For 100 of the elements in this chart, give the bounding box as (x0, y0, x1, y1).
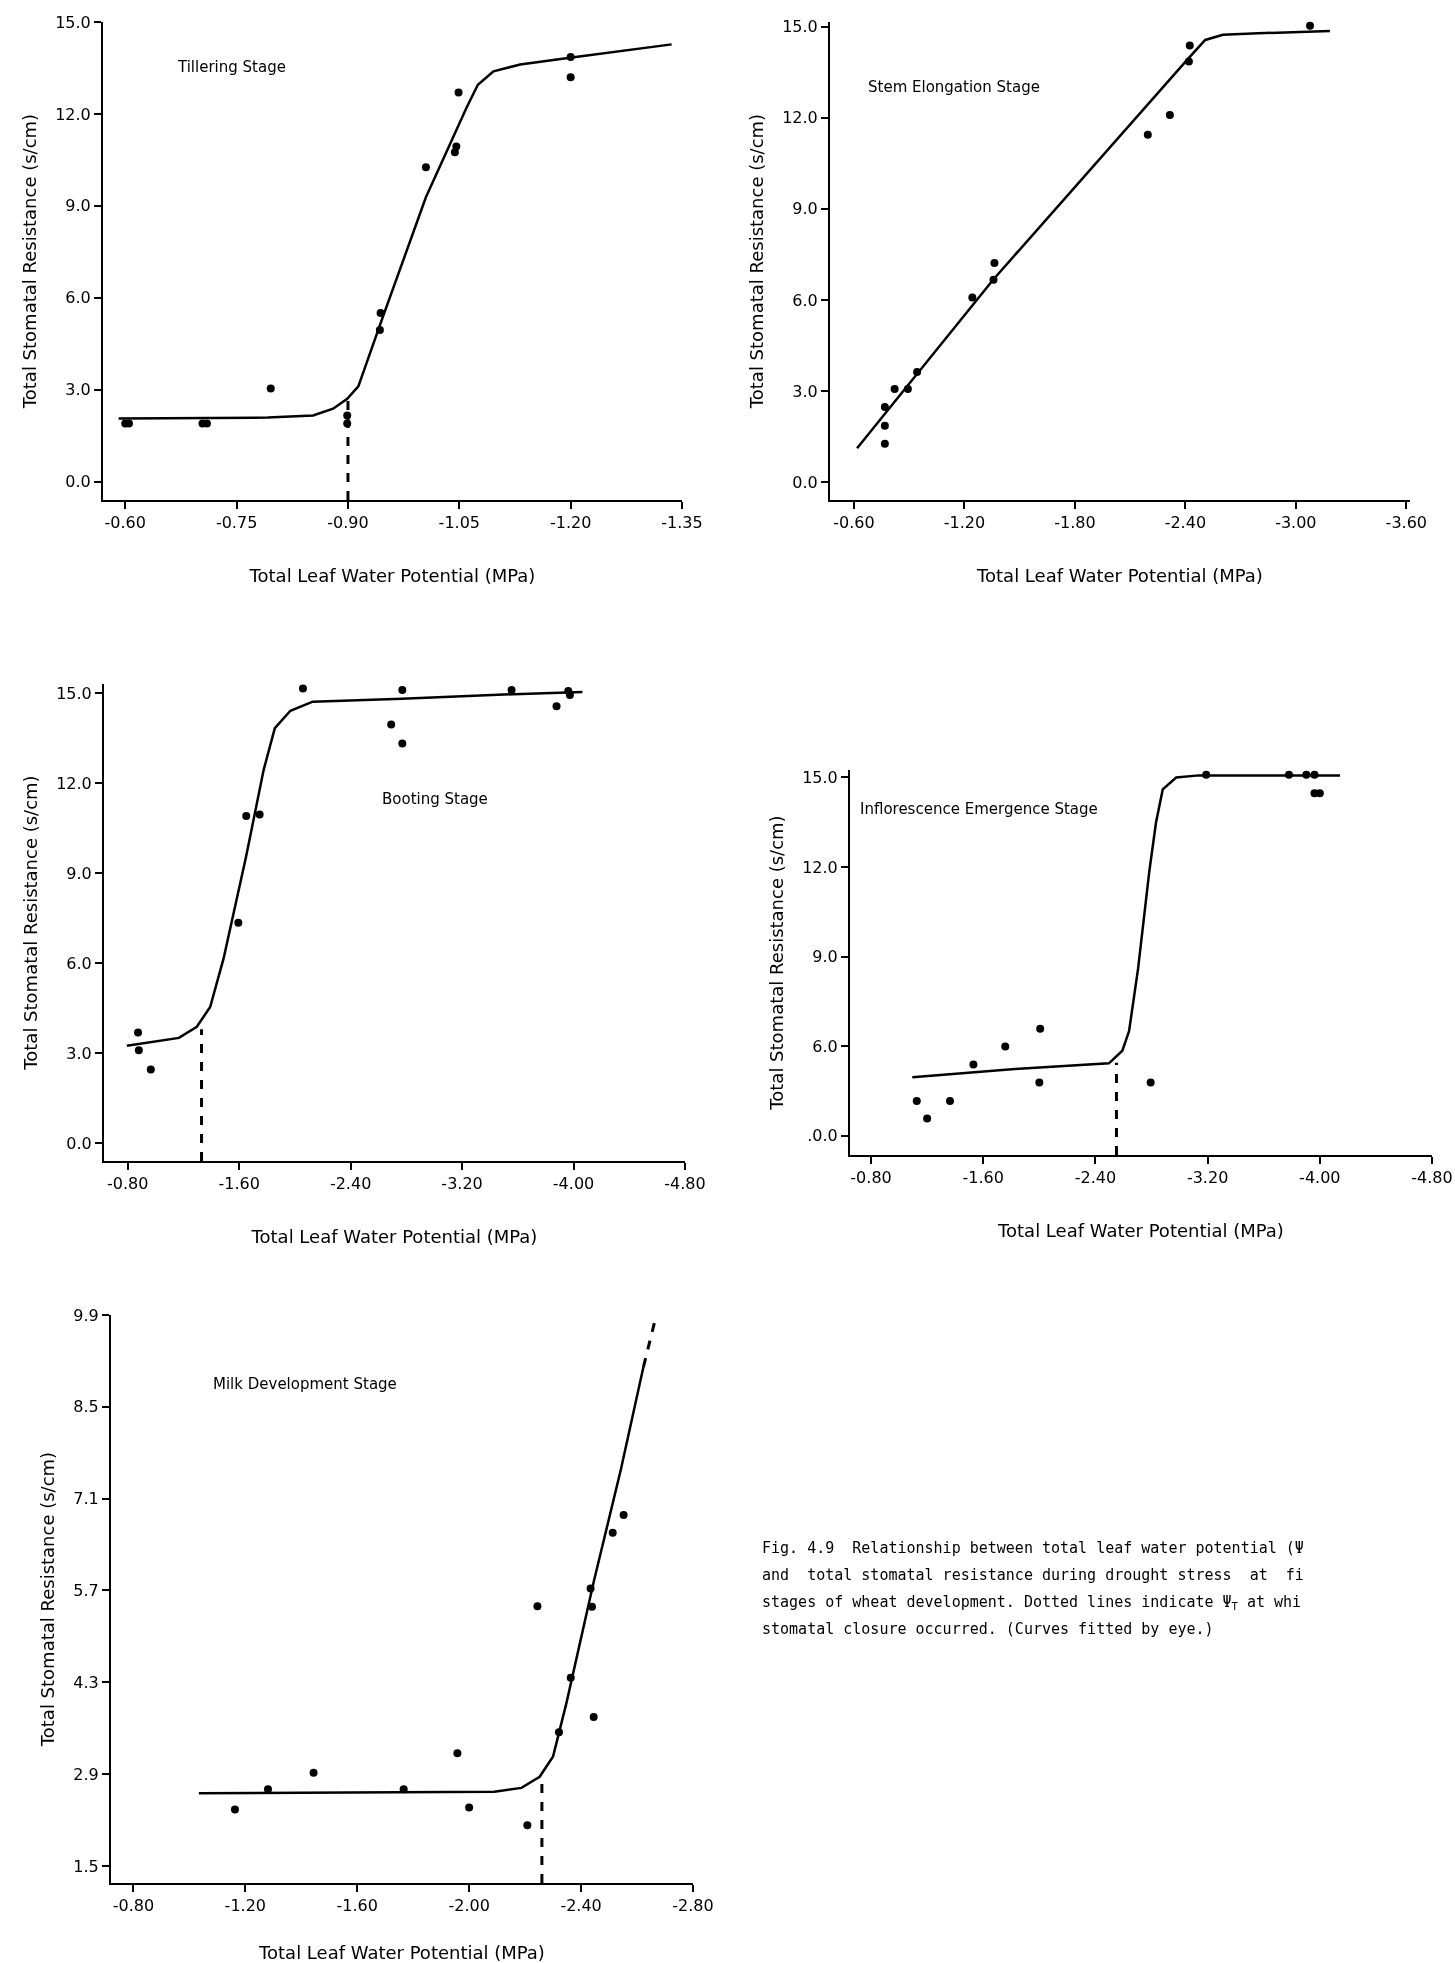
y-tick-label: 9.0 (66, 863, 92, 883)
point (912, 1096, 921, 1105)
y-axis-title: Total Stomatal Resistance (s/cm) (18, 113, 40, 410)
x-tick-label: -4.00 (552, 1174, 595, 1194)
point (968, 293, 977, 302)
y-tick-label: 3.0 (65, 380, 91, 400)
x-axis-title: Total Leaf Water Potential (MPa) (248, 564, 536, 586)
point (266, 384, 275, 393)
x-axis-title: Total Leaf Water Potential (MPa) (250, 1225, 538, 1247)
text: Tillering Stage (177, 58, 286, 76)
y-axis-title: Total Stomatal Resistance (s/cm) (19, 775, 41, 1071)
point (523, 1821, 532, 1830)
y-tick-label: 3.0 (66, 1043, 92, 1063)
x-axis-title: Total Leaf Water Potential (MPa) (258, 1942, 545, 1963)
point (309, 1768, 318, 1777)
point (1036, 1024, 1045, 1033)
x-tick-label: -1.20 (943, 513, 986, 533)
point (343, 411, 352, 420)
point (230, 1805, 239, 1814)
text: Stem Elongation Stage (868, 78, 1040, 96)
x-tick-label: -2.00 (448, 1896, 490, 1916)
x-tick-label: -2.40 (1164, 513, 1207, 533)
x-tick-label: -3.20 (1186, 1168, 1229, 1188)
point (298, 684, 307, 693)
x-tick-label: -2.80 (672, 1896, 714, 1916)
text: and total stomatal resistance during drought stress at fi (762, 1566, 1304, 1584)
point (255, 810, 264, 819)
y-tick-label: 12.0 (56, 773, 92, 793)
y-tick-label: 6.0 (792, 290, 818, 310)
y-tick-label: 9.0 (792, 199, 818, 219)
y-tick-label: 6.0 (66, 953, 92, 973)
point (453, 1749, 462, 1758)
point (134, 1028, 142, 1037)
point (552, 702, 561, 711)
x-tick-label: -1.80 (1054, 513, 1096, 533)
x-tick-label: -1.20 (224, 1896, 267, 1916)
x-tick-label: -0.80 (850, 1168, 892, 1188)
x-tick-label: -3.60 (1385, 513, 1428, 533)
x-axis-title: Total Leaf Water Potential (MPa) (997, 1219, 1284, 1241)
y-tick-label: 9.0 (65, 196, 91, 216)
point (1035, 1078, 1044, 1087)
caption: Fig. 4.9 Relationship between total leaf water potential (Ψ (762, 1539, 1304, 1557)
point (465, 1803, 474, 1812)
x-tick-label: -0.80 (106, 1174, 149, 1194)
point (134, 1046, 143, 1055)
point (452, 142, 461, 151)
point (234, 918, 243, 927)
y-tick-label: 6.0 (812, 1036, 838, 1056)
y-axis-title: Total Stomatal Resistance (s/cm) (745, 113, 767, 410)
point (619, 1511, 628, 1520)
point (608, 1528, 617, 1537)
point (945, 1096, 954, 1105)
y-tick-label: 12.0 (782, 108, 818, 128)
x-tick-label: -0.80 (112, 1896, 155, 1916)
y-tick-label: 12.0 (802, 857, 838, 877)
point (398, 686, 407, 694)
x-tick-label: -2.40 (560, 1896, 602, 1916)
x-tick-label: -0.90 (327, 513, 369, 533)
x-axis-title: Total Leaf Water Potential (MPa) (976, 564, 1263, 586)
y-tick-label: 1.5 (73, 1856, 99, 1876)
point (387, 720, 396, 729)
point (454, 88, 463, 97)
y-tick-label: 0.0 (65, 472, 91, 492)
x-tick-label: -4.80 (664, 1174, 706, 1194)
y-tick-label: 12.0 (55, 104, 91, 124)
y-tick-label: 0.0 (66, 1133, 92, 1153)
point (923, 1114, 932, 1123)
text: stomatal closure occurred. (Curves fitted by eye.) (762, 1620, 1214, 1638)
text: stages of wheat development. Dotted lines indicate Ψ$_{T}$ at whi (762, 1593, 1302, 1613)
point (146, 1065, 155, 1074)
y-axis-title: Total Stomatal Resistance (s/cm) (765, 815, 787, 1111)
y-tick-label: 15.0 (56, 683, 92, 703)
y-tick-label: 9.9 (73, 1305, 99, 1325)
x-tick-label: -3.20 (441, 1174, 483, 1194)
y-tick-label: 8.5 (73, 1397, 99, 1417)
point (890, 385, 899, 394)
point (507, 686, 516, 694)
y-tick-label: 3.0 (792, 381, 818, 401)
point (880, 439, 889, 448)
point (1306, 21, 1315, 30)
x-tick-label: -1.35 (661, 513, 703, 533)
text: Milk Development Stage (213, 1375, 397, 1393)
y-tick-label: 15.0 (55, 12, 91, 32)
y-tick-label: 5.7 (73, 1581, 99, 1601)
point (566, 73, 575, 82)
x-tick-label: -1.05 (438, 513, 481, 533)
y-tick-label: 4.3 (73, 1672, 99, 1692)
point (880, 403, 889, 412)
point (398, 739, 407, 748)
x-tick-label: -1.60 (218, 1174, 260, 1194)
point (1165, 110, 1174, 119)
y-tick-label: 7.1 (73, 1489, 99, 1509)
y-tick-label: 15.0 (782, 17, 818, 37)
x-tick-label: -4.80 (1411, 1168, 1453, 1188)
point (589, 1713, 598, 1722)
y-axis-title: Total Stomatal Resistance (s/cm) (37, 1451, 59, 1748)
x-tick-label: -0.60 (104, 513, 146, 533)
point (990, 258, 999, 267)
x-tick-label: -2.40 (329, 1174, 372, 1194)
text: Inflorescence Emergence Stage (860, 800, 1098, 818)
